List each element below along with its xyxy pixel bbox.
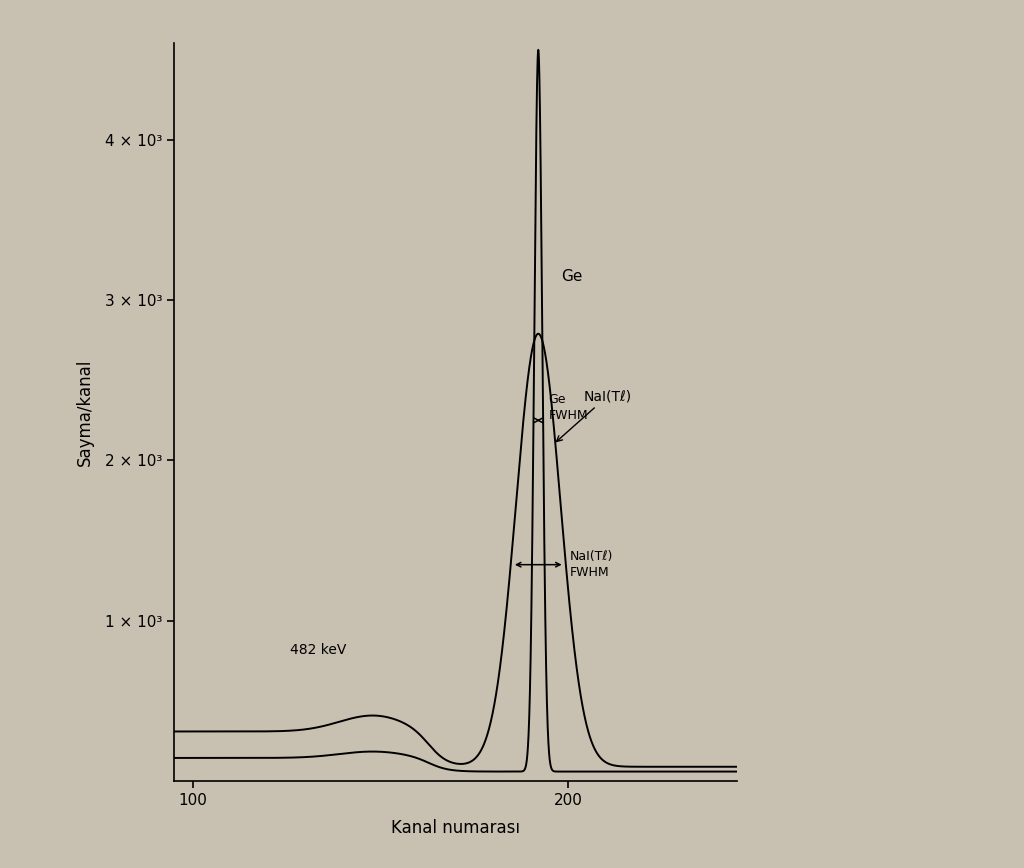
Text: 482 keV: 482 keV bbox=[291, 642, 347, 657]
Text: Ge
FWHM: Ge FWHM bbox=[549, 393, 588, 422]
X-axis label: Kanal numarası: Kanal numarası bbox=[391, 819, 520, 837]
Y-axis label: Sayma/kanal: Sayma/kanal bbox=[76, 358, 93, 466]
Text: Ge: Ge bbox=[561, 269, 583, 284]
Text: NaI(Tℓ)
FWHM: NaI(Tℓ) FWHM bbox=[570, 550, 613, 579]
Text: NaI(Tℓ): NaI(Tℓ) bbox=[556, 389, 632, 442]
